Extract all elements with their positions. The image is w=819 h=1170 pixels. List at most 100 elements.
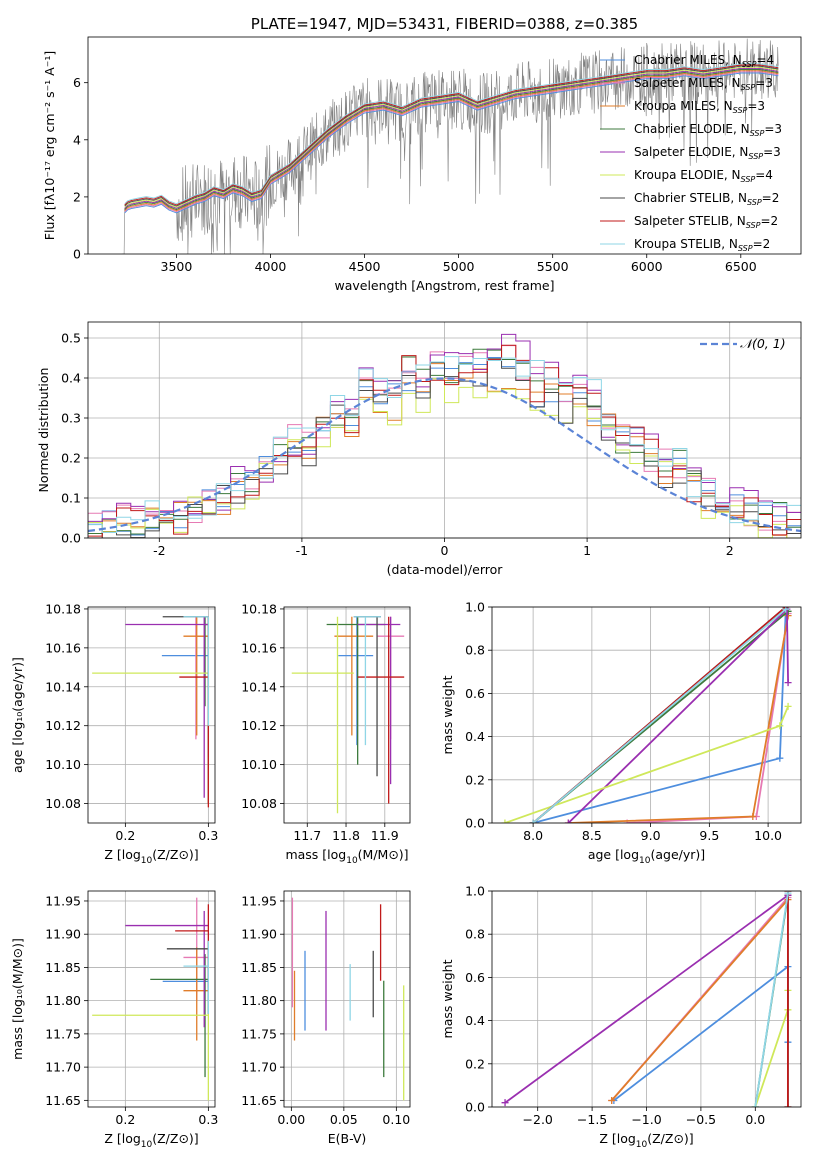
histogram-step	[88, 344, 801, 538]
axes-frame	[87, 606, 216, 824]
y-tick-label: 0.4	[61, 371, 81, 386]
y-tick-label: 2	[73, 189, 81, 204]
chart-panel-4: 8.0 8.5 9.0 9.5 10.0 0.0 0.2 0.4 0.6 0.8 1.0 age [l…	[440, 600, 802, 866]
axes-frame	[283, 890, 411, 1108]
x-tick-label: −1.0	[631, 1112, 661, 1127]
y-tick-label: 11.90	[45, 927, 81, 942]
y-tick-label: 10.16	[45, 640, 81, 655]
weight-marker	[501, 819, 509, 823]
y-tick-label: 11.85	[45, 960, 81, 975]
model-line	[124, 71, 779, 213]
y-axis-label: mass weight	[440, 959, 455, 1038]
weight-marker	[784, 891, 792, 897]
plot-area	[88, 333, 801, 538]
y-tick-label: 0	[73, 247, 81, 262]
y-tick-label: 6	[73, 75, 81, 90]
x-tick-label: 0.2	[115, 1112, 135, 1127]
axes-frame	[283, 606, 411, 824]
x-axis-label: age [log10(age/yr)]	[588, 847, 705, 866]
weight-line	[532, 608, 787, 823]
legend-label: Chabrier MILES, NSSP=4	[634, 53, 774, 69]
x-axis-label: Z [log10(Z/Z⊙)]	[104, 847, 198, 866]
y-axis-label: Normed distribution	[36, 368, 51, 493]
legend-label: Chabrier ELODIE, NSSP=3	[634, 122, 782, 138]
y-tick-label: 11.75	[241, 1026, 277, 1041]
weight-marker	[782, 607, 790, 613]
y-tick-label: 0.4	[465, 729, 485, 744]
x-tick-label: 10.0	[754, 828, 782, 843]
axes-frame	[87, 321, 802, 539]
y-tick-label: 11.65	[241, 1093, 277, 1108]
weight-marker	[776, 754, 784, 762]
chart-panel-1: -2 -1 0 1 2 0.0 0.1 0.2 0.3 0.4 0.5 (data-model)/er…	[36, 321, 802, 577]
legend-label: Salpeter STELIB, NSSP=2	[634, 214, 778, 230]
weight-marker	[784, 702, 792, 710]
weight-line	[504, 894, 789, 1104]
x-tick-label: 9.0	[641, 828, 661, 843]
y-tick-label: 11.65	[45, 1093, 81, 1108]
y-tick-label: 0.5	[61, 331, 81, 346]
y-tick-label: 0.1	[61, 491, 81, 506]
model-line	[124, 67, 779, 209]
histogram-step	[88, 356, 801, 538]
x-tick-label: 5000	[443, 259, 475, 274]
x-tick-label: 0.05	[330, 1112, 358, 1127]
x-tick-label: −1.5	[577, 1112, 607, 1127]
plot-area	[121, 38, 779, 254]
x-tick-label: 11.7	[293, 828, 321, 843]
x-tick-label: 0.10	[382, 1112, 410, 1127]
chart-panel-3: 11.7 11.8 11.9 10.08 10.10 10.12 10.14 10.16 10.…	[241, 601, 411, 866]
normal-curve	[88, 377, 801, 533]
y-tick-label: 0.8	[465, 927, 485, 942]
y-tick-label: 0.6	[465, 970, 485, 985]
x-tick-label: 4000	[255, 259, 287, 274]
x-tick-label: 0.3	[198, 1112, 218, 1127]
y-tick-label: 11.90	[241, 927, 277, 942]
x-tick-label: -2	[153, 543, 165, 558]
y-axis-label: mass weight	[440, 675, 455, 754]
weight-marker	[776, 722, 784, 730]
chart-title: PLATE=1947, MJD=53431, FIBERID=0388, z=0…	[251, 15, 638, 33]
legend-label: Salpeter MILES, NSSP=3	[634, 76, 773, 92]
y-axis-label: Flux [fλ10⁻¹⁷ erg cm⁻² s⁻¹ A⁻¹]	[42, 51, 57, 240]
y-axis-label: mass [log₁₀(M/M⊙)]	[10, 938, 25, 1060]
y-tick-label: 10.10	[45, 757, 81, 772]
y-tick-label: 10.18	[241, 601, 277, 616]
weight-line	[754, 990, 789, 1107]
y-tick-label: 0.2	[465, 1056, 485, 1071]
axes-frame	[87, 890, 216, 1108]
y-tick-label: 10.16	[241, 640, 277, 655]
data-spectrum-line	[121, 38, 779, 254]
plot-area	[291, 616, 405, 814]
weight-marker	[608, 1097, 616, 1105]
x-tick-label: 9.5	[699, 828, 719, 843]
y-tick-label: 1.0	[465, 600, 485, 615]
y-axis-label: age [log₁₀(age/yr)]	[10, 657, 25, 773]
x-tick-label: 8.5	[582, 828, 602, 843]
y-tick-label: 0.6	[465, 686, 485, 701]
x-axis-label: Z [log10(Z/Z⊙)]	[104, 1131, 198, 1150]
weight-marker	[529, 819, 537, 823]
x-axis-label: (data-model)/error	[387, 562, 504, 577]
x-tick-label: 8.0	[523, 828, 543, 843]
y-tick-label: 10.10	[241, 757, 277, 772]
x-tick-label: 0.0	[745, 1112, 765, 1127]
y-tick-label: 10.12	[241, 718, 277, 733]
legend-label: Salpeter ELODIE, NSSP=3	[634, 145, 781, 161]
model-line	[124, 64, 779, 206]
chart-panel-2: 0.2 0.3 10.08 10.10 10.12 10.14 10.16 10.18 Z [l…	[10, 601, 218, 866]
y-tick-label: 11.85	[241, 960, 277, 975]
y-tick-label: 11.70	[241, 1060, 277, 1075]
x-tick-label: 0.00	[277, 1112, 305, 1127]
model-line	[124, 72, 779, 214]
y-tick-label: 11.80	[45, 993, 81, 1008]
chart-panel-6: 0.00 0.05 0.10 11.65 11.70 11.75 11.80 11.85 11.…	[241, 890, 411, 1146]
axes-frame	[491, 890, 802, 1108]
weight-marker	[784, 1103, 792, 1107]
x-axis-label: Z [log10(Z/Z⊙)]	[599, 1131, 693, 1150]
plot-area	[92, 616, 210, 808]
model-line	[124, 63, 779, 205]
y-tick-label: 10.18	[45, 601, 81, 616]
histogram-step	[88, 358, 801, 538]
x-tick-label: 0.2	[115, 828, 135, 843]
